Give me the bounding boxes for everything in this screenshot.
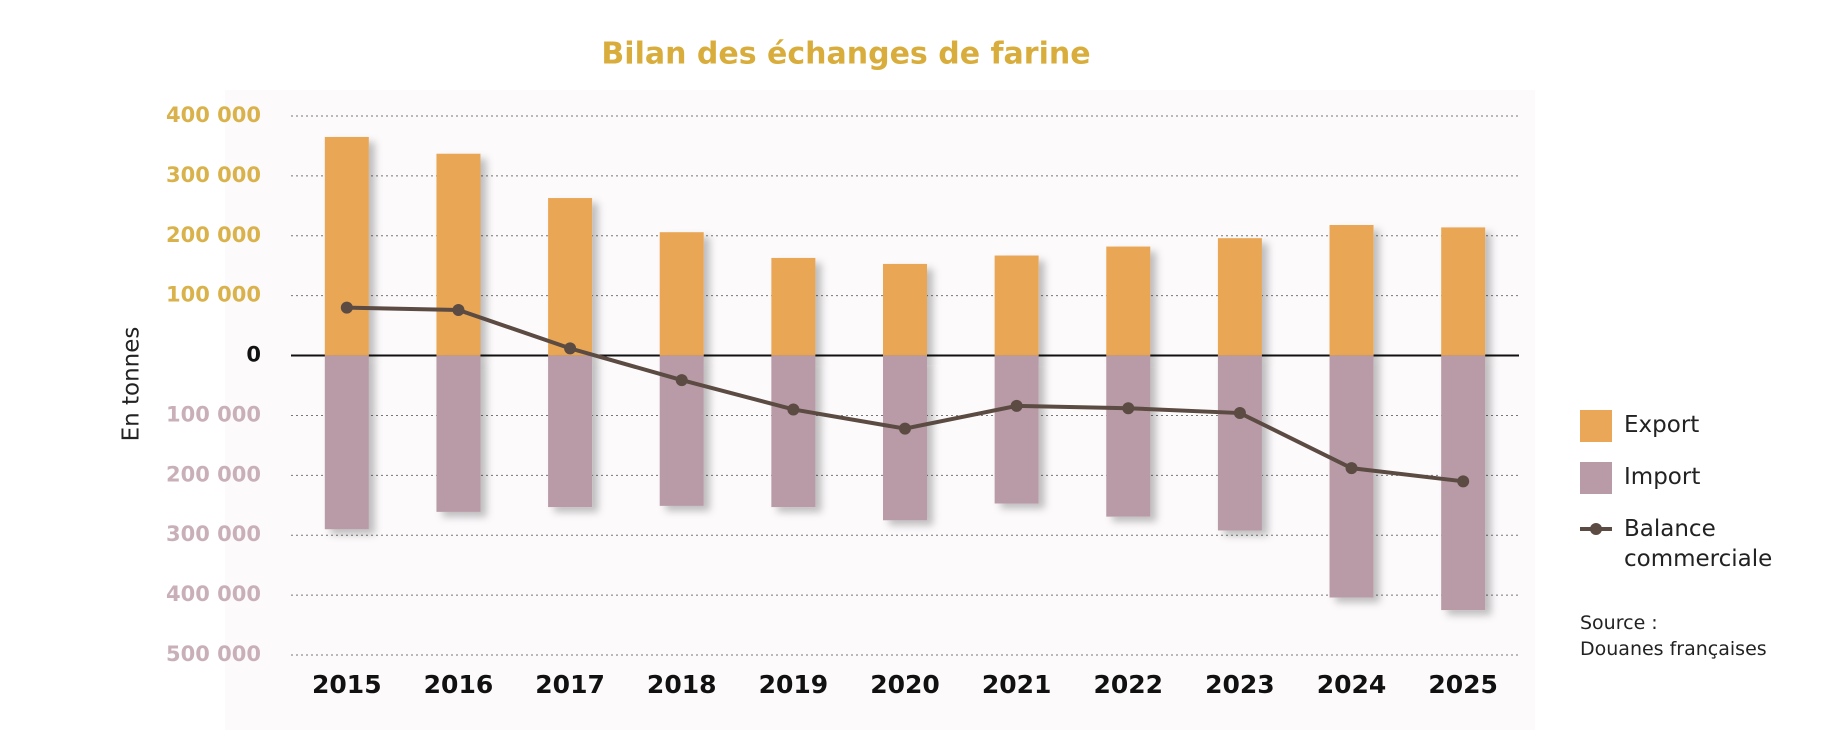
bar <box>1441 227 1486 356</box>
bar <box>548 198 593 356</box>
y-tick-label: 300 000 <box>166 163 261 187</box>
y-tick-label: 200 000 <box>166 462 261 486</box>
bar <box>1329 355 1374 598</box>
chart-title: Bilan des échanges de farine <box>601 37 1090 72</box>
source-line: Source : <box>1580 612 1658 634</box>
point <box>787 403 800 416</box>
x-tick-label: 2017 <box>535 670 605 699</box>
y-tick-label: 200 000 <box>166 223 261 247</box>
bar <box>994 255 1039 356</box>
legend-label: Import <box>1624 464 1701 490</box>
x-tick-label: 2022 <box>1093 670 1163 699</box>
legend-swatch <box>1580 462 1612 494</box>
bar <box>324 136 369 356</box>
legend-item: Export <box>1580 410 1820 442</box>
point <box>1345 462 1358 475</box>
y-tick-label: 400 000 <box>166 103 261 127</box>
source-line: Douanes françaises <box>1580 638 1767 660</box>
legend-marker <box>1580 410 1612 442</box>
y-tick-label: 100 000 <box>166 283 261 307</box>
y-tick-label: 400 000 <box>166 582 261 606</box>
point <box>564 342 577 355</box>
y-axis-title: En tonnes <box>119 327 145 442</box>
bars <box>324 136 1486 611</box>
y-tick-label: 100 000 <box>166 402 261 426</box>
x-tick-label: 2019 <box>759 670 829 699</box>
point <box>1122 402 1135 415</box>
point <box>1010 399 1023 412</box>
point <box>899 422 911 435</box>
x-tick-label: 2021 <box>982 670 1052 699</box>
y-tick-label: 500 000 <box>166 642 261 666</box>
point <box>452 304 465 317</box>
legend-dot <box>1590 523 1602 535</box>
bar <box>1217 238 1262 356</box>
bar <box>1106 246 1151 356</box>
point <box>675 374 688 387</box>
y-tick-label: 0 <box>246 343 261 367</box>
legend-label: Balance commerciale <box>1624 516 1773 572</box>
bar <box>1217 355 1262 531</box>
bar <box>436 153 481 356</box>
bar <box>659 232 704 356</box>
x-tick-label: 2015 <box>312 670 382 699</box>
x-tick-label: 2016 <box>424 670 494 699</box>
point <box>1457 475 1470 488</box>
x-tick-label: 2023 <box>1205 670 1275 699</box>
bar <box>548 355 593 508</box>
x-tick-label: 2025 <box>1428 670 1498 699</box>
point <box>340 301 353 314</box>
x-tick-label: 2020 <box>870 670 940 699</box>
bar <box>994 355 1039 504</box>
bar <box>1329 224 1374 356</box>
legend: Export Import Balance commerciale <box>1580 410 1820 594</box>
x-tick-label: 2024 <box>1317 670 1387 699</box>
legend-item: Import <box>1580 462 1820 494</box>
bar <box>436 355 481 512</box>
legend-label: Export <box>1624 412 1700 438</box>
legend-marker <box>1580 462 1612 494</box>
point <box>1233 407 1246 420</box>
source: Source : Douanes françaises <box>1580 610 1767 662</box>
bar <box>883 355 927 521</box>
bar <box>883 263 927 356</box>
legend-swatch <box>1580 410 1612 442</box>
bar <box>324 355 369 530</box>
legend-marker <box>1580 523 1612 535</box>
x-tick-label: 2018 <box>647 670 717 699</box>
bar <box>1106 355 1151 517</box>
legend-item: Balance commerciale <box>1580 514 1820 574</box>
y-tick-label: 300 000 <box>166 522 261 546</box>
bar <box>771 257 816 356</box>
bar <box>771 355 816 508</box>
